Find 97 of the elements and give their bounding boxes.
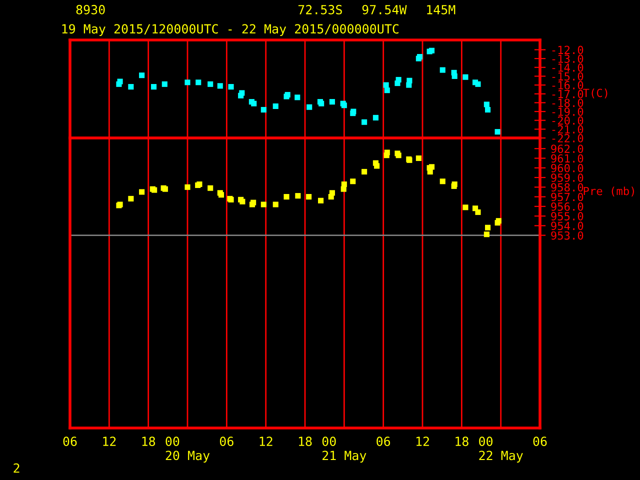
text: 72.53S	[298, 4, 342, 14]
x-tick-label: 00 22 May	[479, 436, 523, 463]
point	[440, 178, 446, 184]
point	[383, 82, 389, 88]
y-tick-label: 957.0	[551, 192, 584, 202]
point	[475, 209, 481, 215]
x-tick-label: 06	[533, 436, 547, 446]
point	[428, 48, 435, 54]
point	[196, 80, 202, 86]
y-tick-label: 960.0	[551, 164, 584, 172]
point	[251, 100, 257, 106]
y-tick-label: -16.0	[552, 81, 584, 90]
point	[150, 84, 157, 90]
point	[484, 102, 490, 108]
point	[475, 81, 481, 87]
chart-subtitle: 19 May 2015/120000UTC - 22 May 2015/000000UTC	[62, 24, 398, 36]
point	[184, 80, 190, 86]
point	[306, 104, 312, 110]
chart-title: 8930	[76, 4, 105, 14]
y-tick-label: -14.0	[552, 63, 584, 72]
text: 2	[14, 463, 20, 473]
point	[128, 196, 134, 202]
point	[384, 150, 390, 156]
x-tick-label: 00 20 May	[166, 436, 210, 463]
y-tick-label: 954.0	[551, 222, 584, 230]
point	[139, 72, 145, 78]
y-tick-label: -21.0	[552, 125, 584, 134]
point	[372, 114, 378, 120]
y-tick-label: -13.0	[552, 54, 584, 63]
point	[318, 198, 324, 204]
point	[329, 190, 335, 196]
point	[462, 74, 468, 80]
point	[139, 189, 145, 195]
y-tick-label: -20.0	[552, 116, 584, 125]
point	[428, 164, 435, 170]
point	[238, 92, 244, 98]
text: 145M	[427, 5, 456, 14]
point	[440, 67, 446, 73]
point	[485, 224, 491, 230]
x-tick-label: 12	[260, 436, 272, 446]
x-tick-label: 06	[376, 436, 390, 446]
point	[284, 194, 290, 200]
point	[272, 103, 278, 109]
text: 97.54W	[362, 4, 407, 14]
y-tick-label: -12.0	[552, 46, 584, 54]
point	[362, 119, 368, 125]
point	[272, 202, 278, 208]
point	[260, 202, 266, 208]
point	[329, 99, 335, 105]
point	[208, 185, 214, 191]
point	[184, 184, 190, 190]
y-tick-label: 962.0	[551, 144, 584, 154]
point	[116, 81, 122, 87]
point	[462, 204, 468, 210]
point	[362, 168, 368, 174]
y-tick-label: -15.0	[552, 72, 584, 81]
y-tick-label: 956.0	[551, 202, 584, 211]
point	[340, 186, 346, 192]
y-tick-label: -22.0	[552, 134, 584, 142]
point	[406, 78, 412, 84]
point	[294, 94, 300, 100]
point	[374, 163, 380, 169]
x-tick-label: 18	[456, 436, 468, 446]
point	[208, 81, 214, 87]
y-axis-title: Pre (mb)	[584, 186, 634, 197]
point	[416, 155, 422, 162]
y-tick-label: -19.0	[552, 108, 584, 116]
point	[485, 106, 491, 113]
point	[396, 76, 402, 83]
y-tick-label: -18.0	[552, 98, 584, 108]
y-tick-label: 958.0	[551, 183, 584, 192]
x-tick-label: 00 21 May	[322, 436, 366, 463]
y-tick-label: 955.0	[551, 212, 584, 220]
point	[306, 194, 312, 200]
x-tick-label: 06	[63, 436, 77, 446]
point	[128, 84, 134, 90]
x-tick-label: 18	[298, 436, 312, 446]
x-tick-label: 06	[220, 436, 234, 446]
point	[350, 178, 356, 184]
y-tick-label: -17.0	[552, 90, 584, 98]
point	[494, 129, 500, 135]
x-tick-label: 18	[142, 436, 156, 446]
point	[228, 84, 234, 90]
point	[484, 232, 490, 238]
point	[295, 193, 301, 199]
y-tick-label: 959.0	[551, 174, 584, 182]
y-tick-label: 961.0	[551, 154, 584, 163]
point	[260, 106, 266, 113]
point	[452, 73, 458, 79]
x-tick-label: 12	[416, 436, 429, 446]
point	[217, 83, 223, 89]
y-axis-title: T(C)	[583, 88, 608, 98]
point	[384, 88, 390, 94]
point	[341, 181, 347, 188]
point	[162, 81, 168, 87]
y-tick-label: 953.0	[551, 231, 584, 240]
x-tick-label: 12	[103, 436, 116, 446]
